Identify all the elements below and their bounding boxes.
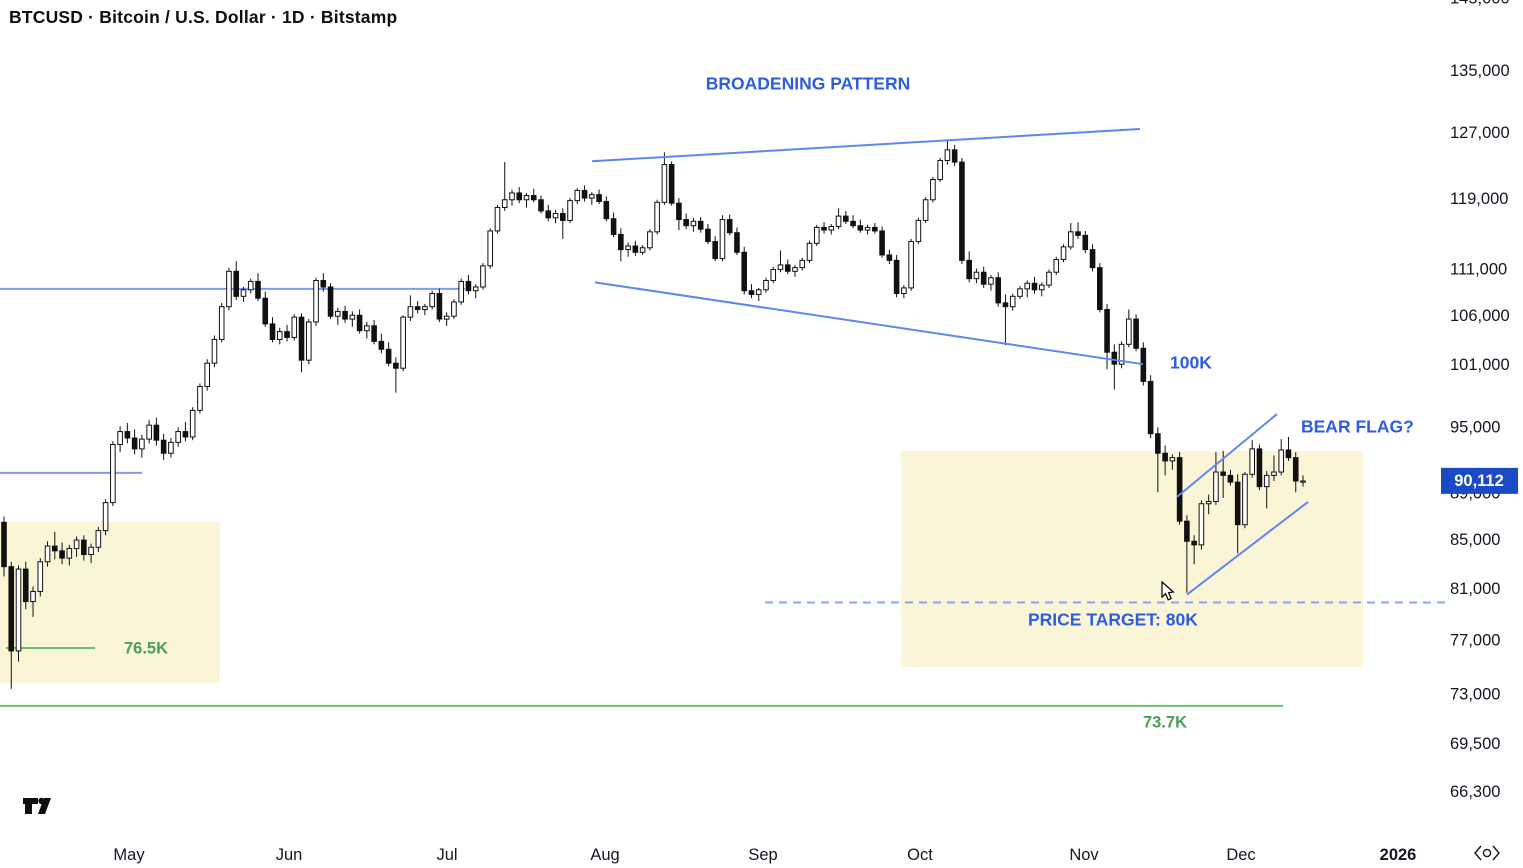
level-73-7k-label[interactable]: 73.7K bbox=[1143, 713, 1187, 731]
price-tick-127000: 127,000 bbox=[1450, 124, 1510, 142]
bear-flag-label[interactable]: BEAR FLAG? bbox=[1301, 417, 1414, 437]
bear-flag-lower[interactable] bbox=[1186, 501, 1309, 596]
time-label-Aug[interactable]: Aug bbox=[590, 846, 619, 864]
price-tick-66300: 66,300 bbox=[1450, 783, 1500, 801]
annotation-texts-layer[interactable]: BROADENING PATTERN 100K BEAR FLAG? PRICE TA… bbox=[124, 74, 1414, 732]
price-tick-135000: 135,000 bbox=[1450, 62, 1510, 80]
price-tick-106000: 106,000 bbox=[1450, 307, 1510, 325]
price-target-label[interactable]: PRICE TARGET: 80K bbox=[1028, 610, 1198, 630]
time-label-Jun[interactable]: Jun bbox=[276, 846, 303, 864]
price-tick-73000: 73,000 bbox=[1450, 685, 1500, 703]
price-tick-111000: 111,000 bbox=[1450, 260, 1507, 278]
price-tick-77000: 77,000 bbox=[1450, 631, 1500, 649]
last-price-value: 90,112 bbox=[1454, 472, 1504, 490]
mouse-cursor-pointer bbox=[1161, 580, 1175, 601]
price-tick-85000: 85,000 bbox=[1450, 531, 1500, 549]
price-tick-145000: 145,000 bbox=[1450, 0, 1510, 8]
broadening-upper[interactable] bbox=[591, 127, 1141, 163]
price-tick-69500: 69,500 bbox=[1450, 735, 1500, 753]
price-tick-95000: 95,000 bbox=[1450, 418, 1500, 436]
time-label-Nov[interactable]: Nov bbox=[1069, 846, 1099, 864]
time-label-Oct[interactable]: Oct bbox=[907, 846, 933, 864]
time-axis[interactable]: May Jun Jul Aug Sep Oct Nov Dec 2026 bbox=[113, 845, 1500, 864]
highlight-boxes-layer[interactable] bbox=[0, 451, 1363, 683]
price-axis[interactable]: 145,000 135,000 127,000 119,000 111,000 106,0… bbox=[1441, 0, 1518, 801]
time-label-May[interactable]: May bbox=[113, 846, 145, 864]
trendlines-layer[interactable] bbox=[591, 127, 1309, 596]
price-tick-101000: 101,000 bbox=[1450, 356, 1510, 374]
tradingview-logo[interactable] bbox=[23, 797, 51, 814]
time-label-Sep[interactable]: Sep bbox=[748, 846, 777, 864]
bear-flag-upper[interactable] bbox=[1176, 413, 1278, 498]
price-tick-119000: 119,000 bbox=[1450, 190, 1508, 208]
100k-label[interactable]: 100K bbox=[1170, 353, 1212, 373]
accumulation-box-nov-dec[interactable] bbox=[901, 451, 1363, 668]
time-label-Jul[interactable]: Jul bbox=[436, 846, 457, 864]
time-label-Dec[interactable]: Dec bbox=[1226, 846, 1255, 864]
symbol-description[interactable]: BTCUSD · Bitcoin / U.S. Dollar · 1D · Bi… bbox=[9, 7, 398, 27]
level-76-5k-label[interactable]: 76.5K bbox=[124, 639, 168, 657]
price-tick-81000: 81,000 bbox=[1450, 580, 1500, 598]
last-price-badge bbox=[1441, 467, 1518, 494]
accumulation-box-april[interactable] bbox=[0, 521, 220, 683]
tradingview-logo-mark bbox=[23, 798, 38, 814]
timezone-settings-icon[interactable] bbox=[1474, 845, 1500, 861]
broadening-pattern-label[interactable]: BROADENING PATTERN bbox=[706, 74, 911, 94]
time-label-2026[interactable]: 2026 bbox=[1380, 846, 1417, 864]
broadening-lower[interactable] bbox=[594, 281, 1144, 366]
